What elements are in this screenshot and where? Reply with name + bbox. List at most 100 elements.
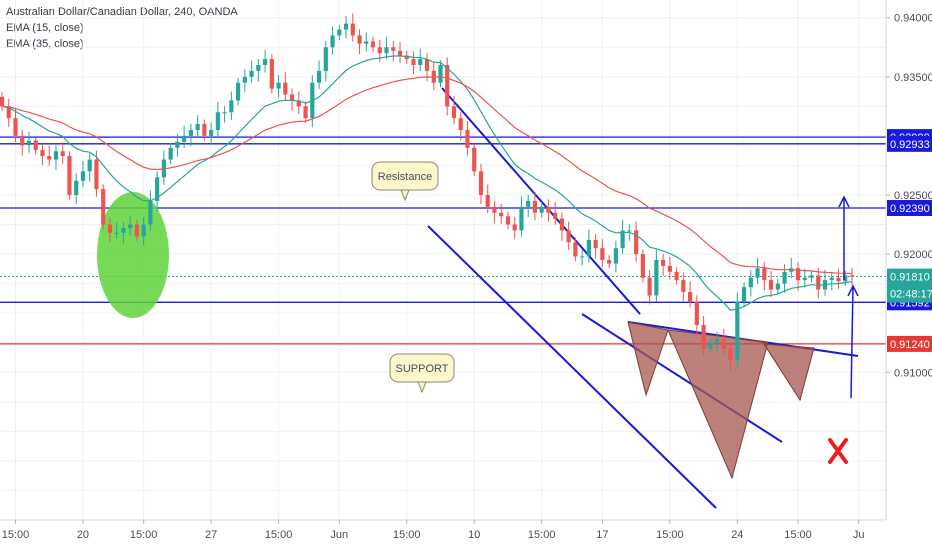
current-price-label: 0.91810: [890, 272, 930, 284]
candle-body: [236, 82, 241, 101]
time-axis[interactable]: 15:00 20 15:00 27 15:00 Jun 15:00 10 15:00 17 15:0…: [0, 519, 886, 541]
candle-body: [26, 140, 32, 146]
candle-body: [242, 76, 247, 83]
candle-body: [640, 254, 645, 278]
candle-body: [553, 212, 558, 219]
candle-body: [667, 265, 672, 272]
candle-body: [134, 224, 140, 237]
current-price-tag: [887, 268, 932, 303]
pattern-shapes: [97, 192, 815, 480]
time-tick-label: 15:00: [265, 529, 293, 541]
candle-body: [607, 260, 612, 264]
candle-body: [465, 130, 470, 148]
candle-body: [60, 151, 65, 156]
candle-body: [688, 291, 693, 302]
candle-body: [209, 130, 214, 136]
candle-body: [539, 206, 544, 213]
time-tick-label: 15:00: [656, 529, 684, 541]
candle-body: [526, 200, 531, 207]
candle-body: [87, 159, 92, 172]
candle-body: [701, 325, 706, 349]
candle-body: [748, 277, 753, 288]
pattern-shape: [627, 321, 669, 397]
candle-body: [728, 348, 733, 361]
time-tick-label: 10: [468, 529, 480, 541]
candle-body: [249, 70, 254, 77]
candle-body: [755, 268, 760, 278]
candle-body: [283, 82, 288, 95]
candle-body: [74, 180, 79, 195]
candle-body: [229, 100, 234, 113]
candle-body: [654, 260, 659, 296]
candle-body: [107, 224, 113, 233]
candle-body: [829, 277, 834, 281]
price-axis[interactable]: 0.94000 0.93500 0.92500 0.92000 0.91000 0.929…: [885, 0, 932, 550]
price-tag: [887, 200, 932, 216]
candle-body: [215, 112, 220, 130]
price-tick-label: 0.91000: [894, 367, 932, 379]
note-text: Resistance: [378, 171, 432, 183]
candle-body: [741, 287, 747, 302]
candle-body: [155, 177, 160, 201]
candle-body: [620, 230, 625, 249]
candle-body: [114, 232, 119, 234]
candle-body: [391, 47, 396, 51]
candle-body: [438, 65, 443, 83]
trend-line: [441, 87, 641, 315]
price-tick-label: 0.94000: [894, 13, 932, 25]
candle-body: [775, 283, 780, 290]
candle-body: [499, 212, 504, 217]
candle-body: [202, 124, 207, 136]
candle-body: [47, 156, 52, 160]
candle-body: [512, 224, 517, 231]
pattern-shape: [763, 343, 815, 402]
candle-body: [350, 23, 355, 36]
candle-body: [580, 256, 585, 258]
time-tick-label: 15:00: [130, 529, 158, 541]
time-tick-label: 17: [596, 529, 608, 541]
legend-ema-fast: EMA (15, close): [6, 22, 84, 34]
breakout-arrow-shaft: [850, 285, 854, 399]
candle-body: [148, 200, 153, 225]
stop-cross-b: [828, 438, 848, 464]
time-tick-label: 15:00: [528, 529, 556, 541]
candle-body: [40, 150, 45, 156]
candle-body: [849, 275, 855, 277]
candle-body: [782, 271, 787, 284]
candle-body: [411, 59, 416, 65]
candle-body: [836, 277, 841, 282]
candle-body: [795, 268, 801, 281]
candle-body: [714, 339, 720, 343]
note-pointer: [417, 381, 427, 394]
price-tag: [887, 335, 932, 352]
price-tag-label: 0.92390: [890, 203, 930, 215]
candle-body: [323, 47, 328, 71]
candle-body: [101, 189, 106, 225]
candle-body: [330, 35, 335, 48]
candle-body: [708, 342, 713, 349]
note-pointer: [400, 189, 410, 202]
candle-body: [343, 23, 349, 30]
candle-body: [647, 277, 652, 296]
candle-body: [809, 275, 814, 278]
time-tick-label: 27: [205, 529, 217, 541]
candle-body: [613, 248, 618, 264]
candle-body: [397, 50, 403, 56]
candles: [0, 13, 855, 371]
time-tick-label: 15:00: [393, 529, 421, 541]
candle-body: [424, 59, 430, 71]
time-tick-label: Jun: [330, 529, 348, 541]
trend-line: [427, 225, 717, 509]
candle-body: [384, 47, 389, 54]
highlight-ellipse: [97, 192, 169, 318]
candle-body: [370, 41, 376, 48]
note-text: SUPPORT: [396, 363, 449, 375]
candle-body: [276, 82, 281, 89]
countdown-label: 02:48:17: [890, 289, 932, 301]
candle-body: [681, 280, 686, 292]
price-tag: [887, 135, 932, 152]
candle-body: [67, 156, 72, 195]
candle-body: [634, 230, 639, 255]
candle-body: [478, 171, 484, 195]
